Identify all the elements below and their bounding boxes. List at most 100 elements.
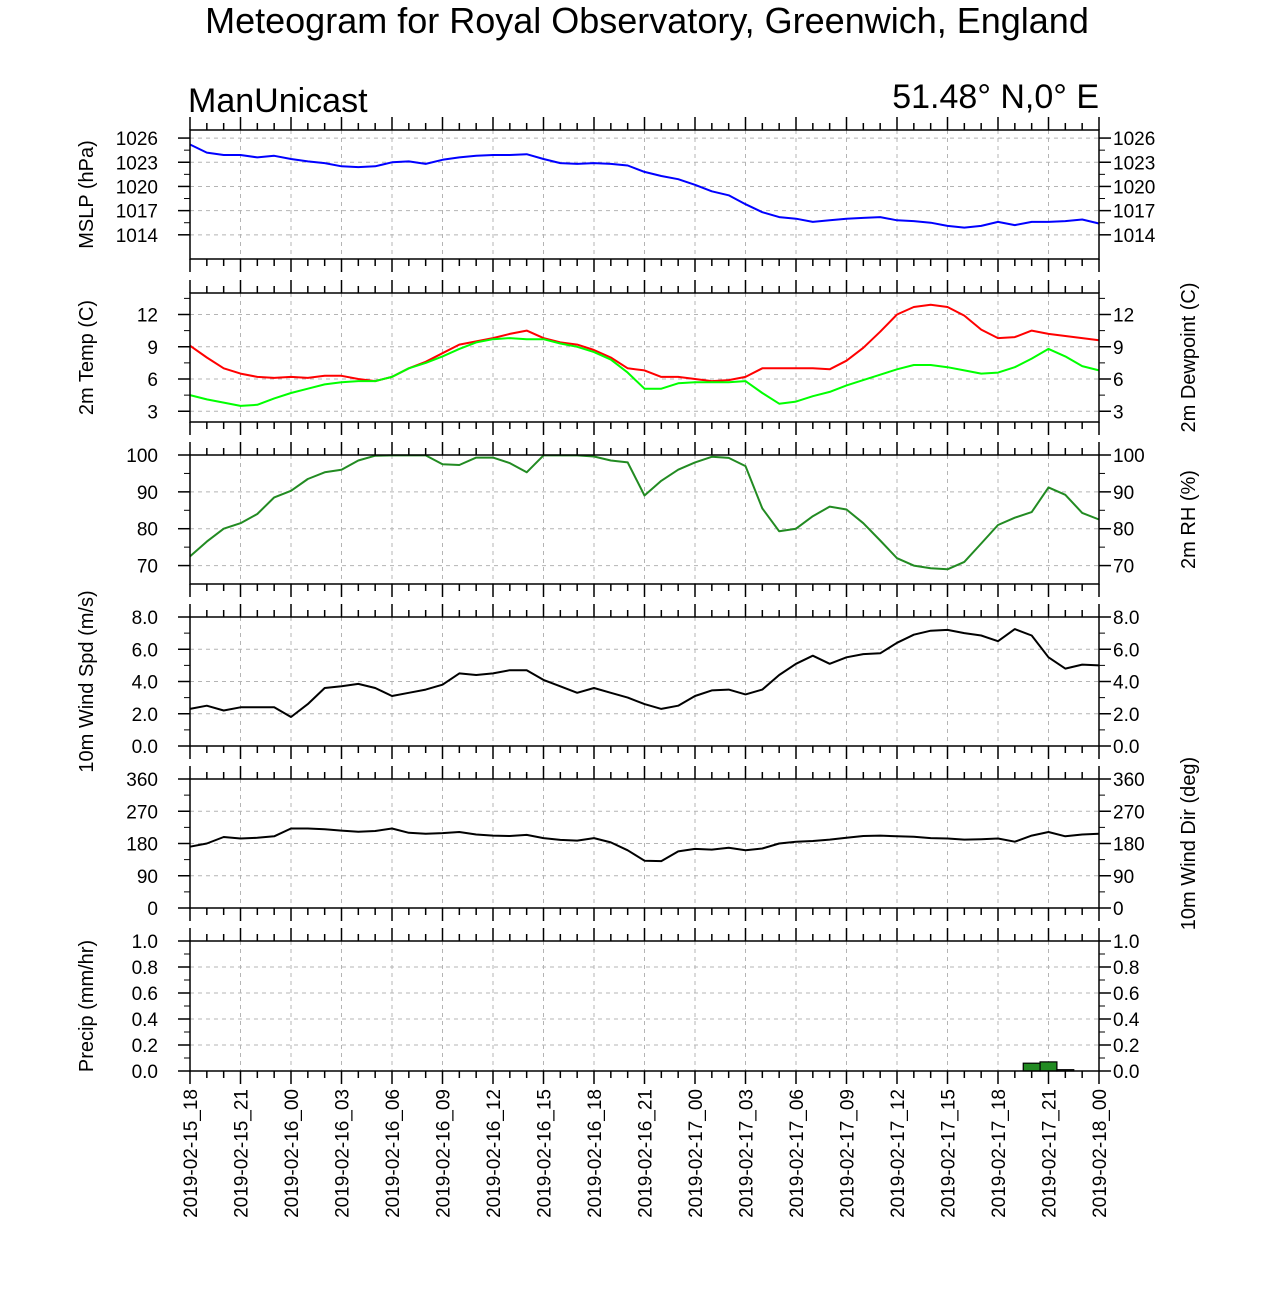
- ytick-label-left: 0: [147, 899, 158, 920]
- ytick-label-right: 360: [1113, 770, 1145, 791]
- time-tick-label: 2019-02-17_15: [939, 1089, 960, 1218]
- ytick-label-right: 180: [1113, 835, 1145, 856]
- time-tick-label: 2019-02-17_21: [1040, 1089, 1061, 1218]
- ytick-label-right: 3: [1113, 402, 1124, 423]
- ytick-label-right: 2.0: [1113, 705, 1139, 726]
- ytick-label-left: 1014: [116, 226, 159, 247]
- ytick-label-right: 90: [1113, 483, 1134, 504]
- time-tick-label: 2019-02-17_00: [686, 1089, 707, 1218]
- ytick-label-right: 0.2: [1113, 1036, 1139, 1057]
- time-tick-label: 2019-02-16_15: [535, 1089, 556, 1218]
- ytick-label-left: 270: [126, 802, 158, 823]
- ytick-label-right: 1017: [1113, 202, 1155, 223]
- series-line-1: [189, 827, 1100, 863]
- ytick-label-right: 9: [1113, 338, 1124, 359]
- panel-5: 0 0 90 90 180 180 270 270 360 360 10m Wind Dir (de…: [126, 757, 1200, 930]
- ytick-label-left: 70: [137, 557, 158, 578]
- ytick-label-left: 0.8: [132, 958, 158, 979]
- ytick-label-right: 0.0: [1113, 737, 1139, 758]
- ytick-label-left: 2.0: [132, 705, 158, 726]
- ytick-label-left: 0.0: [132, 737, 158, 758]
- time-tick-label: 2019-02-17_09: [838, 1089, 859, 1218]
- time-tick-label: 2019-02-16_06: [383, 1089, 404, 1218]
- ytick-label-left: 9: [147, 338, 158, 359]
- ytick-label-left: 0.6: [132, 984, 158, 1005]
- time-axis: 2019-02-15_18 2019-02-15_21 2019-02-16_00 2…: [181, 1089, 1111, 1218]
- ytick-label-right: 0.8: [1113, 958, 1139, 979]
- ytick-label-right: 6.0: [1113, 640, 1139, 661]
- time-tick-label: 2019-02-16_09: [434, 1089, 455, 1218]
- time-tick-label: 2019-02-17_06: [787, 1089, 808, 1218]
- ytick-label-left: 1.0: [132, 932, 158, 953]
- time-tick-label: 2019-02-17_18: [989, 1089, 1010, 1218]
- time-tick-label: 2019-02-16_18: [585, 1089, 606, 1218]
- ytick-label-right: 90: [1113, 867, 1134, 888]
- time-tick-label: 2019-02-15_18: [181, 1089, 202, 1218]
- time-tick-label: 2019-02-16_21: [636, 1089, 657, 1218]
- ytick-label-right: 80: [1113, 520, 1134, 541]
- ytick-label-left: 100: [126, 446, 158, 467]
- series-line-1: [189, 143, 1100, 229]
- ytick-label-right: 0: [1113, 899, 1124, 920]
- ytick-label-right: 12: [1113, 306, 1134, 327]
- time-tick-label: 2019-02-16_00: [282, 1089, 303, 1218]
- ytick-label-left: 80: [137, 520, 158, 541]
- time-tick-label: 2019-02-18_00: [1090, 1089, 1111, 1218]
- ylabel-left: Precip (mm/hr): [76, 940, 98, 1072]
- panel-3: 70 70 80 80 90 90 100 100 2m RH (%): [126, 442, 1200, 597]
- precip-bar: [1022, 1062, 1041, 1072]
- ylabel-right: 2m Dewpoint (C): [1178, 282, 1200, 432]
- ytick-label-right: 270: [1113, 802, 1145, 823]
- panel-1: 1014 1014 1017 1017 1020 1020 1023 1023 1026 1026…: [76, 117, 1156, 272]
- time-tick-label: 2019-02-17_12: [888, 1089, 909, 1218]
- ytick-label-left: 0.4: [132, 1010, 159, 1031]
- ytick-label-right: 0.6: [1113, 984, 1139, 1005]
- ytick-label-right: 1014: [1113, 226, 1156, 247]
- ytick-label-right: 8.0: [1113, 608, 1139, 629]
- ytick-label-left: 1020: [116, 177, 158, 198]
- ytick-label-right: 70: [1113, 557, 1134, 578]
- panel-4: 0.0 0.0 2.0 2.0 4.0 4.0 6.0 6.0 8.0 8.0 10m Wind S…: [76, 590, 1139, 772]
- ylabel-right: 2m RH (%): [1178, 470, 1200, 569]
- time-tick-label: 2019-02-16_12: [484, 1089, 505, 1218]
- ytick-label-left: 180: [126, 835, 158, 856]
- series-line-1: [189, 454, 1100, 571]
- ytick-label-left: 0.2: [132, 1036, 158, 1057]
- ytick-label-left: 6.0: [132, 640, 158, 661]
- ytick-label-right: 1026: [1113, 129, 1155, 150]
- ytick-label-right: 6: [1113, 370, 1124, 391]
- ytick-label-left: 360: [126, 770, 158, 791]
- ytick-label-left: 3: [147, 402, 158, 423]
- chart-title: Meteogram for Royal Observatory, Greenwi…: [205, 0, 1089, 41]
- ytick-label-left: 1017: [116, 202, 158, 223]
- series-line-2: [189, 337, 1100, 407]
- time-tick-label: 2019-02-15_21: [232, 1089, 253, 1218]
- ytick-label-right: 1020: [1113, 177, 1155, 198]
- ytick-label-right: 1023: [1113, 153, 1155, 174]
- ytick-label-left: 1023: [116, 153, 158, 174]
- ytick-label-left: 0.0: [132, 1062, 158, 1083]
- precip-bar: [1039, 1061, 1058, 1072]
- location-coordinates: 51.48° N,0° E: [892, 78, 1099, 116]
- ylabel-left: MSLP (hPa): [76, 140, 98, 249]
- ytick-label-left: 90: [137, 483, 158, 504]
- ytick-label-left: 8.0: [132, 608, 158, 629]
- ylabel-left: 10m Wind Spd (m/s): [76, 590, 98, 772]
- meteogram-panels: 1014 1014 1017 1017 1020 1020 1023 1023 1026 1026…: [76, 117, 1200, 1084]
- ytick-label-right: 0.4: [1113, 1010, 1140, 1031]
- ytick-label-right: 0.0: [1113, 1062, 1139, 1083]
- ylabel-right: 10m Wind Dir (deg): [1178, 757, 1200, 930]
- panel-6: 0.0 0.0 0.2 0.2 0.4 0.4 0.6 0.6 0.8 0.8 1.0 1.0 Prec…: [76, 928, 1140, 1084]
- ytick-label-left: 90: [137, 867, 158, 888]
- series-line-1: [189, 628, 1100, 718]
- ylabel-left: 2m Temp (C): [76, 300, 98, 415]
- model-name: ManUnicast: [188, 82, 368, 120]
- series-line-1: [189, 303, 1100, 383]
- time-tick-label: 2019-02-17_03: [737, 1089, 758, 1218]
- ytick-label-left: 4.0: [132, 673, 158, 694]
- ytick-label-right: 4.0: [1113, 673, 1139, 694]
- ytick-label-left: 1026: [116, 129, 158, 150]
- ytick-label-left: 6: [147, 370, 158, 391]
- ytick-label-right: 1.0: [1113, 932, 1139, 953]
